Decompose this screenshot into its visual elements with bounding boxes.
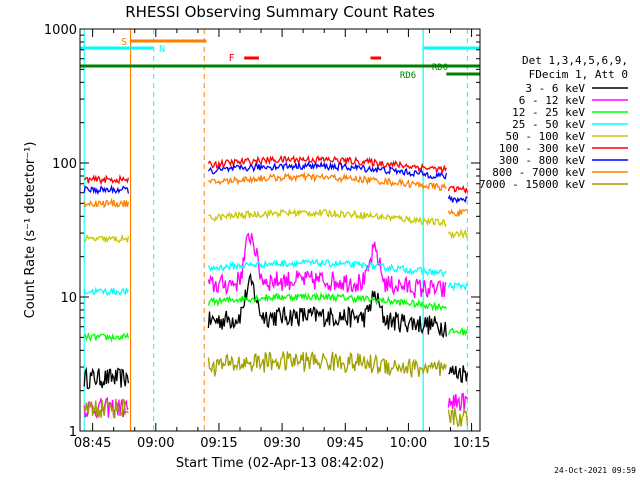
- plot-frame: [79, 28, 481, 432]
- legend-label-5: 100 - 300 keV: [499, 142, 585, 155]
- series-4-segment-0: [83, 233, 130, 244]
- series-4-segment-2: [447, 228, 469, 240]
- legend-header-line-0: Det 1,3,4,5,6,9,: [522, 54, 628, 67]
- flag-label-rd0: RD0: [432, 63, 448, 73]
- series-2-segment-1: [207, 291, 447, 312]
- x-axis-label: Start Time (02-Apr-13 08:42:02): [176, 456, 384, 471]
- series-1-segment-1: [207, 232, 447, 299]
- series-3-segment-1: [207, 258, 447, 279]
- flag-label-flare: F: [229, 53, 235, 64]
- series-5-segment-1: [207, 154, 447, 176]
- axes: 1 10 100 1000 08:45 09:00 09:15 09:30 09:45 10:00…: [44, 23, 490, 451]
- x-tick-label-5: 10:00: [390, 436, 427, 451]
- legend-label-2: 12 - 25 keV: [512, 106, 585, 119]
- series-4-segment-1: [208, 208, 447, 228]
- series-0-segment-2: [448, 365, 469, 384]
- x-tick-label-6: 10:15: [453, 436, 490, 451]
- series-3-segment-2: [447, 281, 468, 292]
- legend-label-7: 800 - 7000 keV: [492, 166, 585, 179]
- y-tick-label-3: 1000: [44, 23, 77, 38]
- series-8-segment-1: [207, 351, 447, 378]
- series-5-segment-2: [447, 184, 469, 195]
- legend: Det 1,3,4,5,6,9,FDecim 1, Att 03 - 6 keV…: [479, 54, 628, 191]
- x-tick-label-3: 09:30: [263, 436, 300, 451]
- series-6-segment-2: [447, 194, 468, 204]
- flag-label-rd6: RD6: [400, 71, 416, 81]
- legend-label-4: 50 - 100 keV: [506, 130, 586, 143]
- chart-title: RHESSI Observing Summary Count Rates: [125, 3, 435, 21]
- flag-label-night: N: [159, 44, 165, 55]
- y-axis-label: Count Rate (s⁻¹ detector⁻¹): [23, 142, 38, 319]
- series-8-segment-0: [83, 398, 129, 419]
- x-tick-label-1: 09:00: [137, 436, 174, 451]
- series-7-segment-2: [447, 208, 468, 217]
- series-6-segment-1: [207, 160, 447, 180]
- y-tick-label-1: 10: [60, 291, 77, 306]
- series-0-segment-0: [83, 366, 130, 390]
- series-8-segment-2: [447, 407, 469, 428]
- flag-label-saa: S: [121, 37, 127, 48]
- series-3-segment-0: [83, 286, 129, 297]
- legend-label-8: 7000 - 15000 keV: [479, 178, 585, 191]
- series-7-segment-0: [83, 197, 130, 209]
- series-6-segment-0: [83, 184, 130, 196]
- legend-label-3: 25 - 50 keV: [512, 118, 585, 131]
- legend-label-0: 3 - 6 keV: [525, 82, 585, 95]
- y-tick-label-2: 100: [52, 157, 77, 172]
- plot-area: S N F RD0 RD6: [80, 29, 480, 431]
- legend-label-1: 6 - 12 keV: [519, 94, 586, 107]
- legend-header-line-1: FDecim 1, Att 0: [529, 68, 628, 81]
- series-2-segment-2: [447, 326, 468, 337]
- series-7-segment-1: [207, 171, 447, 192]
- legend-label-6: 300 - 800 keV: [499, 154, 585, 167]
- series-5-segment-0: [83, 173, 130, 186]
- y-tick-label-0: 1: [69, 425, 77, 440]
- series-2-segment-0: [83, 331, 130, 343]
- footer-timestamp: 24-Oct-2021 09:59: [554, 466, 636, 475]
- series-0-segment-1: [207, 272, 447, 339]
- x-tick-label-4: 09:45: [327, 436, 364, 451]
- x-tick-label-0: 08:45: [74, 436, 111, 451]
- x-tick-label-2: 09:15: [200, 436, 237, 451]
